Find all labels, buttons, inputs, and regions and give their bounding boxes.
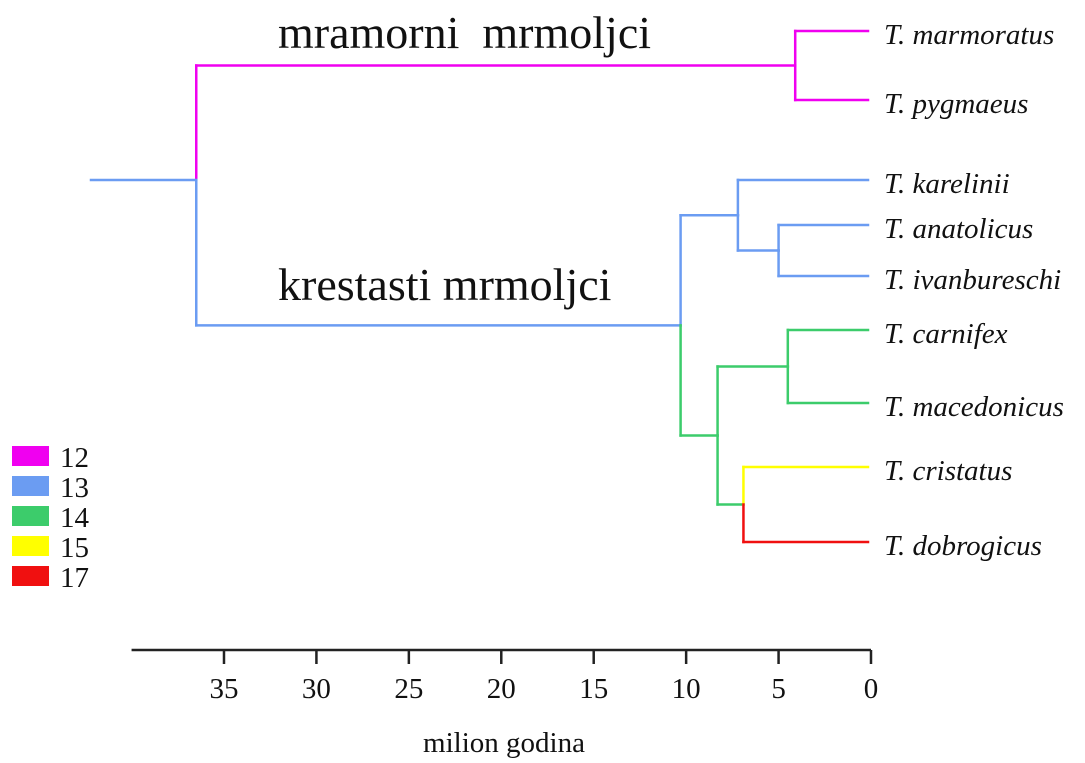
legend-item: 14 bbox=[12, 502, 90, 534]
legend-swatch bbox=[12, 566, 49, 586]
legend-swatch bbox=[12, 536, 49, 556]
axis-tick-label: 5 bbox=[771, 673, 786, 705]
axis-ticks: 35 30 25 20 15 10 5 0 bbox=[209, 650, 878, 705]
species-label-t-dobrogicus: T. dobrogicus bbox=[884, 530, 1042, 562]
legend-label: 13 bbox=[60, 472, 89, 504]
clade-label-marbled-newts: mramorni mrmoljci bbox=[278, 7, 651, 58]
axis-tick-label: 15 bbox=[579, 673, 608, 705]
species-label-t-anatolicus: T. anatolicus bbox=[884, 213, 1033, 245]
axis-tick-label: 25 bbox=[394, 673, 423, 705]
species-labels: T. marmoratus T. pygmaeus T. karelinii T. a… bbox=[884, 19, 1064, 562]
species-label-t-marmoratus: T. marmoratus bbox=[884, 19, 1054, 51]
species-label-t-macedonicus: T. macedonicus bbox=[884, 391, 1064, 423]
legend: 12 13 14 15 17 bbox=[12, 442, 90, 594]
axis-tick-label: 30 bbox=[302, 673, 331, 705]
legend-item: 12 bbox=[12, 442, 89, 474]
species-label-t-carnifex: T. carnifex bbox=[884, 318, 1008, 350]
axis-title: milion godina bbox=[423, 727, 585, 759]
tree-branches bbox=[89, 29, 870, 544]
axis-tick-label: 20 bbox=[487, 673, 516, 705]
time-axis: 35 30 25 20 15 10 5 0 milion godina bbox=[131, 648, 878, 759]
clade-label-crested-newts: krestasti mrmoljci bbox=[278, 259, 611, 310]
species-label-t-pygmaeus: T. pygmaeus bbox=[884, 88, 1028, 120]
species-label-t-karelinii: T. karelinii bbox=[884, 168, 1010, 200]
axis-tick-label: 0 bbox=[864, 673, 879, 705]
species-label-t-cristatus: T. cristatus bbox=[884, 455, 1012, 487]
axis-tick-label: 35 bbox=[209, 673, 238, 705]
legend-swatch bbox=[12, 506, 49, 526]
legend-label: 15 bbox=[60, 532, 89, 564]
legend-swatch bbox=[12, 446, 49, 466]
species-label-t-ivanbureschi: T. ivanbureschi bbox=[884, 264, 1061, 296]
legend-item: 17 bbox=[12, 562, 89, 594]
legend-item: 13 bbox=[12, 472, 89, 504]
axis-tick-label: 10 bbox=[672, 673, 701, 705]
legend-swatch bbox=[12, 476, 49, 496]
legend-label: 17 bbox=[60, 562, 89, 594]
legend-item: 15 bbox=[12, 532, 89, 564]
legend-label: 14 bbox=[60, 502, 90, 534]
legend-label: 12 bbox=[60, 442, 89, 474]
